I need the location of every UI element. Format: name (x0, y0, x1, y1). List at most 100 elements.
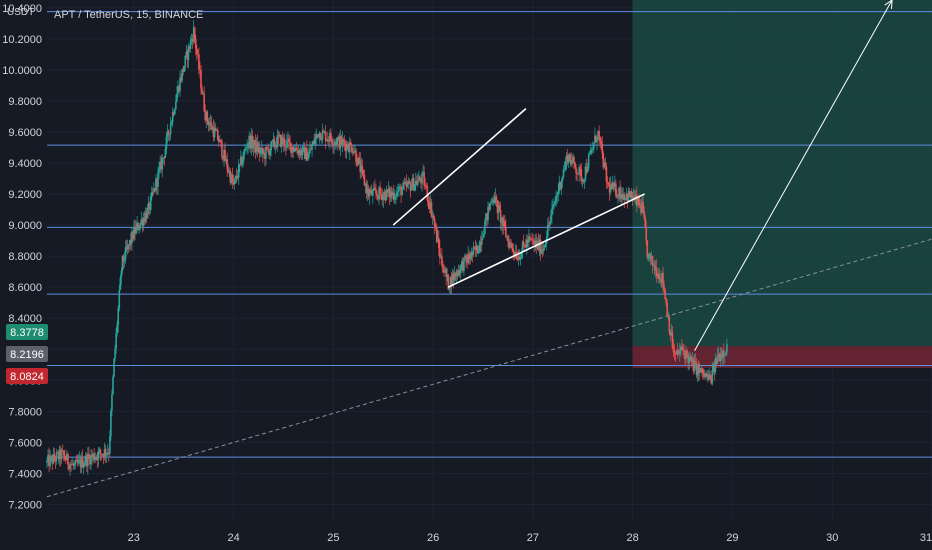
candle-body (710, 378, 712, 384)
y-tick-label: 10.0000 (2, 65, 42, 77)
candle-body (715, 358, 718, 364)
candle-body (720, 354, 723, 358)
candle-body (140, 219, 143, 223)
candle-body (362, 169, 365, 175)
candle-body (125, 247, 128, 250)
candle-body (257, 147, 260, 152)
candle-body (245, 148, 247, 150)
candle-body (272, 138, 275, 142)
candle-body (102, 454, 105, 458)
candle-body (629, 191, 632, 198)
candle-body (671, 332, 674, 348)
candle-body (633, 196, 636, 198)
candle-body (233, 178, 236, 185)
x-tick-label: 28 (627, 532, 639, 544)
candle-body (716, 356, 719, 364)
candle-body (550, 215, 552, 222)
candle-body (675, 349, 678, 355)
candle-body (306, 148, 308, 161)
candle-body (603, 162, 606, 168)
candle-body (709, 374, 711, 379)
candle-body (91, 455, 93, 457)
candle-body (486, 213, 488, 221)
candle-body (390, 191, 393, 196)
candle-body (147, 202, 150, 208)
candle-body (182, 69, 184, 72)
candle-body (204, 110, 206, 121)
candle-body (340, 136, 343, 146)
candle-body (74, 460, 77, 465)
y-tick-label: 9.6000 (8, 127, 42, 139)
candle-body (279, 134, 282, 147)
candle-body (510, 242, 512, 244)
candle-body (116, 324, 118, 333)
candle-body (364, 184, 367, 186)
candle-body (559, 181, 562, 190)
candle-body (445, 269, 447, 277)
candle-body (488, 206, 490, 210)
candle-body (626, 193, 629, 201)
candle-body (127, 244, 130, 246)
profit-zone (632, 0, 932, 347)
candle-body (171, 112, 174, 122)
y-tick-label: 7.6000 (8, 437, 42, 449)
candle-body (351, 144, 353, 153)
candle-body (328, 139, 330, 142)
candle-body (207, 121, 210, 126)
y-tick-label: 7.8000 (8, 406, 42, 418)
candle-body (318, 132, 321, 138)
candle-body (100, 453, 103, 456)
candle-body (247, 143, 249, 148)
candle-body (237, 164, 240, 178)
price-label: 8.2196 (6, 346, 48, 362)
candle-body (514, 252, 517, 255)
candle-body (288, 138, 290, 142)
candle-body (484, 221, 486, 234)
candle-body (571, 160, 573, 165)
candle-body (108, 452, 110, 454)
candle-body (322, 130, 325, 133)
candle-body (548, 224, 550, 226)
x-tick-label: 26 (427, 532, 439, 544)
candle-body (184, 55, 187, 67)
candle-body (164, 148, 167, 158)
candle-body (230, 174, 233, 183)
candle-body (84, 455, 87, 464)
candle-body (567, 154, 570, 163)
candle-body (531, 239, 533, 241)
candle-body (630, 191, 633, 199)
candle-body (280, 137, 283, 147)
candle-body (71, 463, 73, 465)
candle-body (190, 39, 193, 41)
candle-body (565, 155, 568, 162)
candle-body (249, 135, 252, 149)
candle-body (699, 368, 702, 373)
candle-body (248, 135, 250, 144)
candle-body (600, 141, 602, 144)
candle-body (387, 188, 390, 193)
candle-body (65, 459, 67, 461)
candle-body (276, 135, 279, 148)
candle-body (326, 139, 329, 141)
candle-body (648, 253, 651, 255)
candle-body (51, 456, 54, 464)
candle-body (641, 202, 643, 213)
candle-body (301, 146, 304, 155)
candle-body (428, 201, 431, 210)
candle-body (61, 450, 64, 452)
candle-body (477, 252, 480, 254)
candle-body (542, 247, 545, 252)
candle-body (329, 133, 331, 142)
candle-body (240, 156, 242, 164)
candle-body (52, 454, 55, 464)
candle-body (522, 241, 525, 245)
candle-body (418, 176, 420, 181)
candle-body (521, 241, 524, 253)
candle-body (579, 167, 582, 170)
candle-body (389, 191, 392, 198)
candle-body (208, 123, 211, 126)
candle-body (645, 227, 648, 241)
stop-zone (632, 346, 932, 368)
candle-body (67, 453, 69, 465)
